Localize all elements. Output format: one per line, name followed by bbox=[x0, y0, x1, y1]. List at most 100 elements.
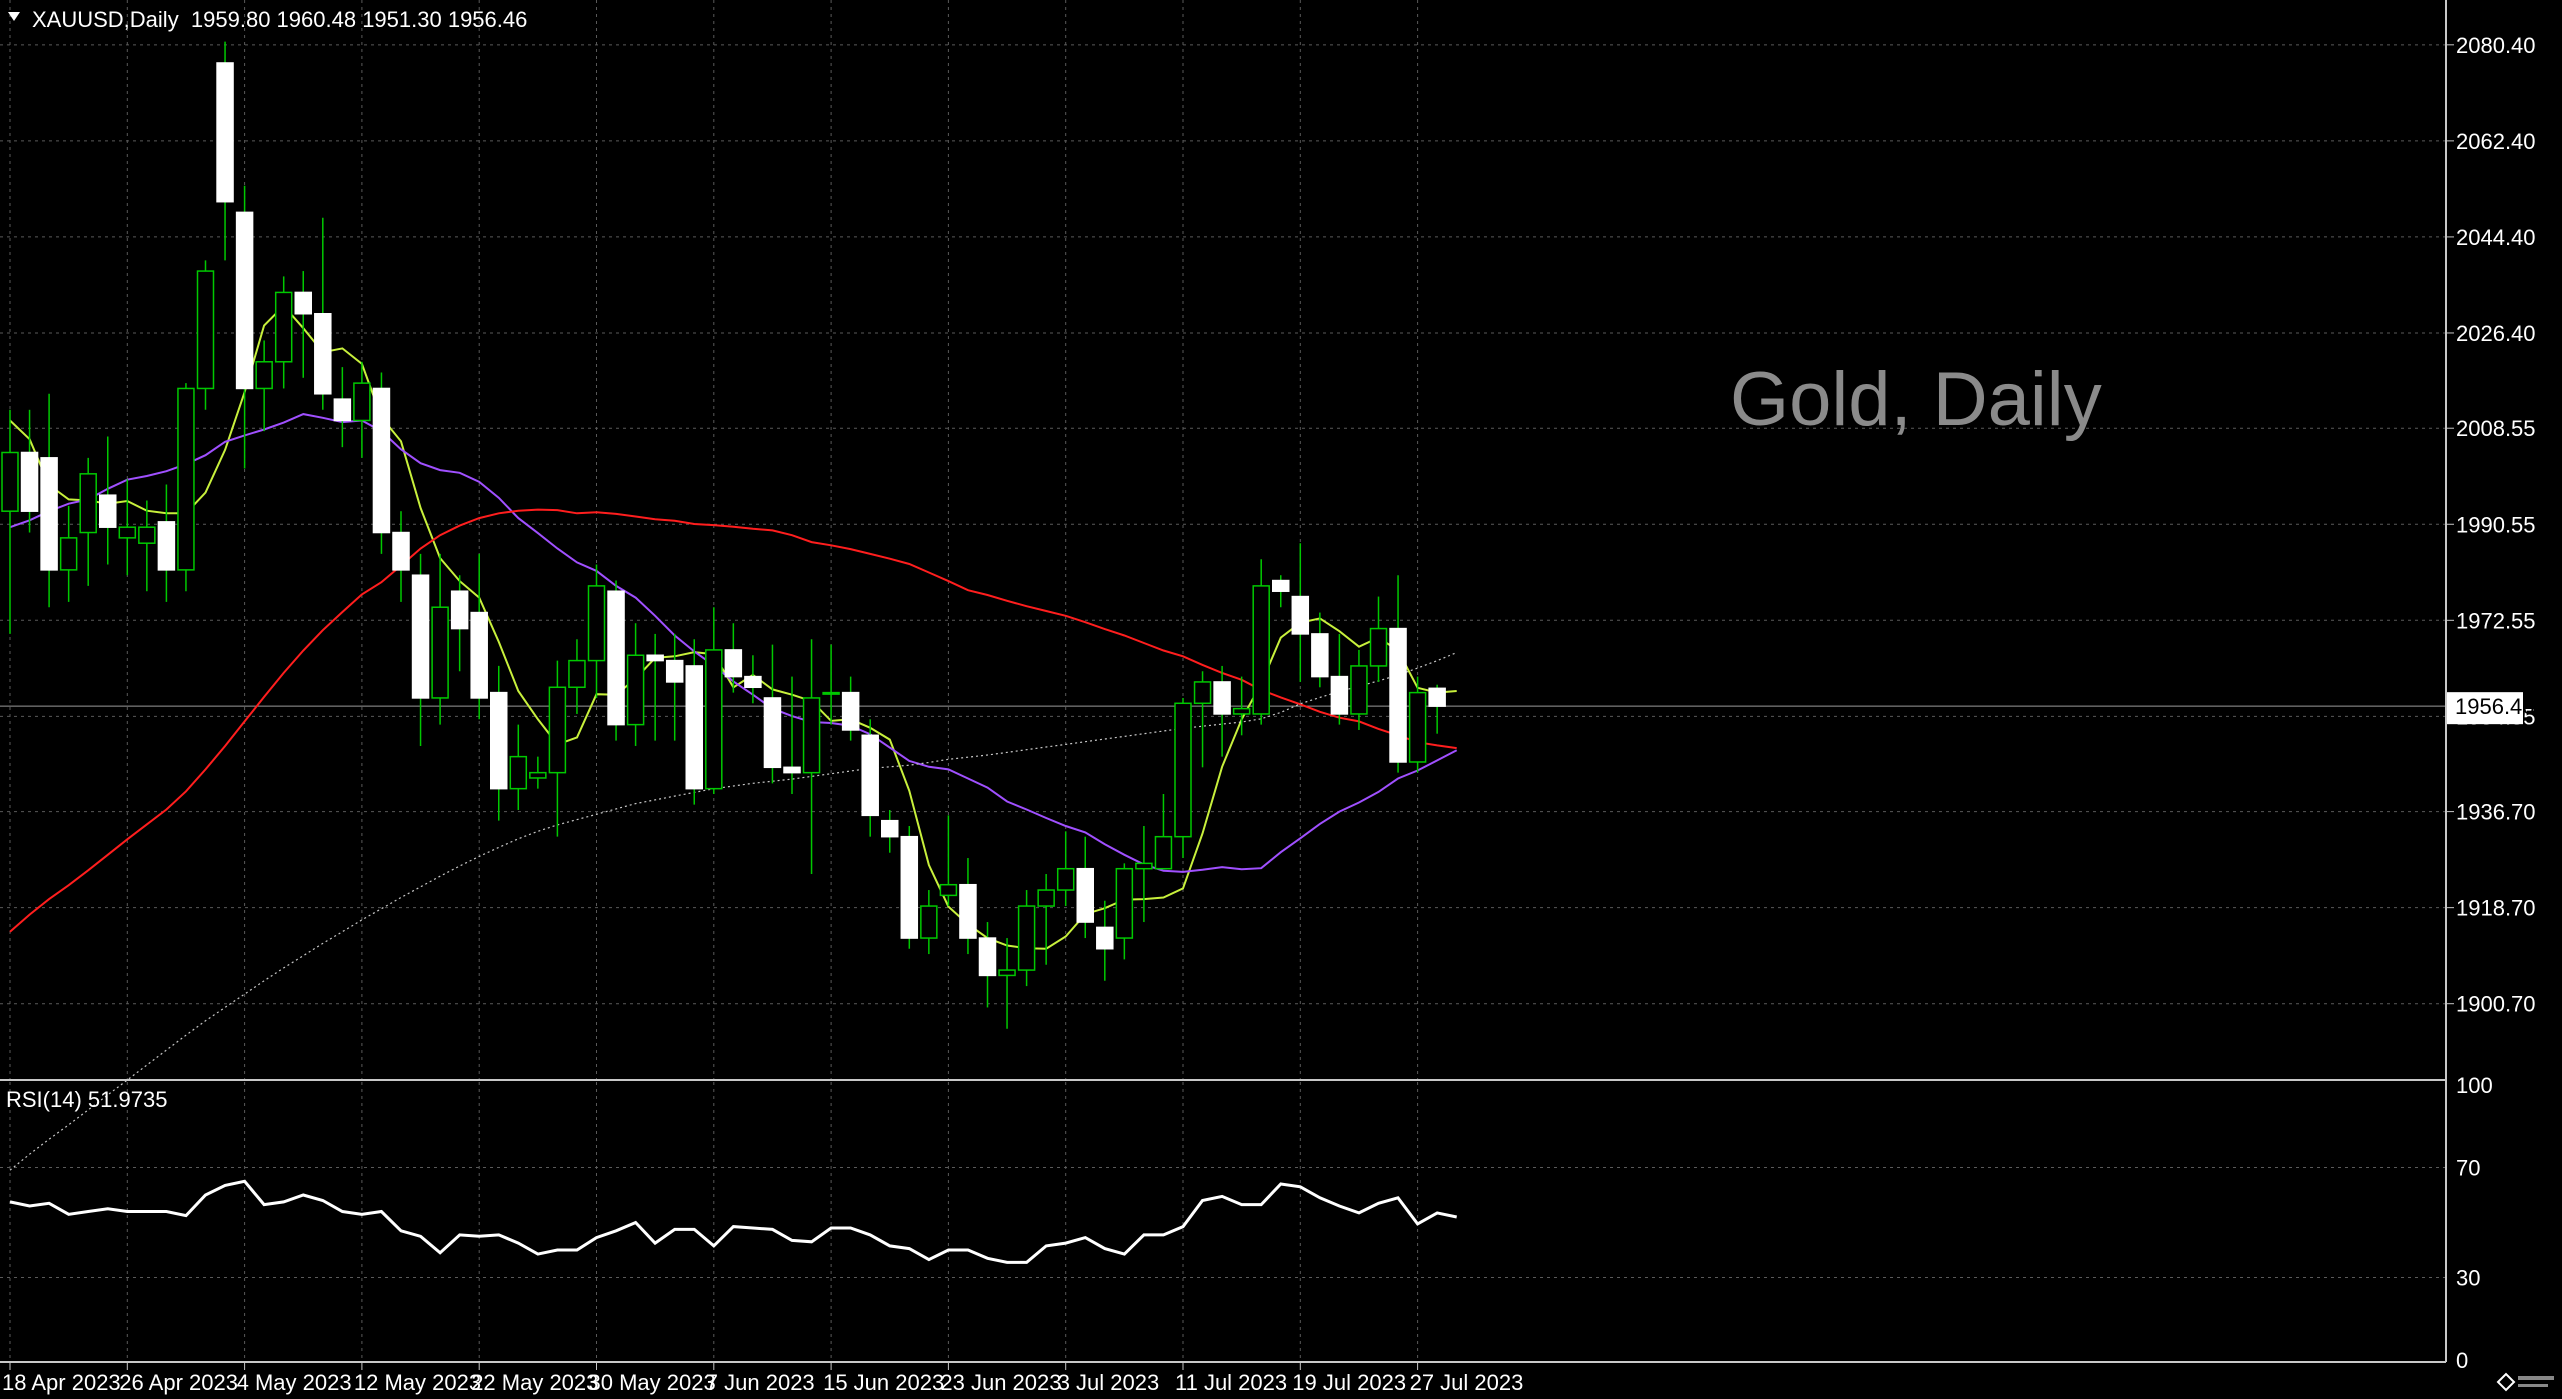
rsi-tick-label: 70 bbox=[2456, 1156, 2480, 1181]
candle bbox=[587, 564, 606, 698]
candle-body-bear bbox=[1311, 633, 1329, 678]
candle-body-bull bbox=[255, 361, 273, 390]
rsi-tick-label: 30 bbox=[2456, 1266, 2480, 1291]
candle-body-bear bbox=[20, 451, 39, 512]
candle-body-bear bbox=[724, 649, 743, 678]
candle-body-bull bbox=[1193, 681, 1212, 705]
rsi-line bbox=[9, 1179, 1458, 1264]
candle bbox=[646, 633, 664, 741]
candle bbox=[99, 436, 117, 565]
candle-body-bear bbox=[665, 659, 684, 683]
candle-body-bull bbox=[59, 537, 78, 571]
candle-body-bear bbox=[1428, 687, 1446, 707]
candle bbox=[59, 505, 78, 602]
candle-body-bear bbox=[333, 398, 352, 422]
x-tick-label: 19 Jul 2023 bbox=[1292, 1370, 1406, 1395]
candle-body-bull bbox=[79, 473, 97, 534]
candle bbox=[1272, 575, 1290, 608]
candle bbox=[881, 810, 899, 853]
candle-body-bull bbox=[939, 883, 958, 897]
rsi-tick-label: 100 bbox=[2456, 1073, 2493, 1098]
moving-average-line bbox=[9, 652, 1457, 1171]
candle-body-bull bbox=[274, 291, 293, 363]
candle bbox=[1232, 676, 1251, 736]
candle-body-bear bbox=[450, 590, 469, 630]
candle bbox=[431, 553, 449, 725]
candle-body-bear bbox=[392, 531, 410, 571]
candle bbox=[1076, 836, 1094, 939]
candle-body-bear bbox=[294, 291, 312, 315]
current-price-tag: 1956.46 bbox=[2447, 692, 2535, 725]
candle bbox=[353, 361, 371, 458]
rsi-tick-label: 0 bbox=[2456, 1348, 2468, 1373]
candle-body-bull bbox=[118, 526, 137, 539]
candle bbox=[1408, 676, 1427, 773]
candle-body-bear bbox=[99, 494, 117, 528]
rsi-indicator bbox=[9, 1179, 1458, 1264]
candle bbox=[705, 607, 723, 794]
candle-body-bull bbox=[920, 905, 938, 939]
y-tick-label: 1918.70 bbox=[2456, 896, 2536, 921]
candle-body-bear bbox=[841, 691, 860, 731]
candle-body-bull bbox=[802, 697, 821, 774]
logo-diamond-icon bbox=[2496, 1372, 2516, 1392]
candle bbox=[216, 41, 234, 261]
candle bbox=[411, 553, 430, 746]
candle bbox=[900, 826, 919, 949]
candle-body-bear bbox=[744, 675, 762, 689]
candle-body-bull bbox=[1174, 702, 1192, 838]
candle bbox=[20, 409, 39, 533]
candle bbox=[529, 756, 547, 789]
candle bbox=[274, 276, 293, 389]
candle-body-bull bbox=[196, 270, 215, 390]
candle bbox=[1096, 900, 1114, 981]
y-tick-label: 1900.70 bbox=[2456, 992, 2536, 1017]
candle-body-bear bbox=[314, 313, 332, 395]
x-tick-label: 18 Apr 2023 bbox=[2, 1370, 121, 1395]
candle-body-bull bbox=[548, 686, 567, 774]
candle bbox=[196, 260, 215, 410]
candle bbox=[470, 553, 488, 720]
candle bbox=[939, 815, 958, 907]
current-price-label: 1956.46 bbox=[2455, 694, 2535, 719]
y-tick-label: 1990.55 bbox=[2456, 512, 2536, 537]
x-tick-label: 27 Jul 2023 bbox=[1410, 1370, 1524, 1395]
candle bbox=[1, 409, 19, 634]
candle bbox=[79, 457, 97, 586]
candle bbox=[763, 644, 782, 784]
candle bbox=[1213, 665, 1231, 757]
candle bbox=[920, 890, 938, 955]
x-tick-label: 7 Jun 2023 bbox=[706, 1370, 815, 1395]
candle bbox=[978, 922, 997, 1008]
candle-body-bull bbox=[138, 526, 156, 544]
candle bbox=[235, 185, 254, 469]
candle-body-bull bbox=[705, 649, 723, 790]
candle bbox=[744, 655, 762, 704]
candle-body-bear bbox=[1076, 867, 1094, 923]
candle-body-bull bbox=[1017, 905, 1036, 971]
candle bbox=[783, 676, 801, 794]
dropdown-triangle-icon[interactable] bbox=[8, 12, 20, 21]
candle-body-bull bbox=[1037, 889, 1055, 907]
candle bbox=[1330, 633, 1349, 725]
watermark-title: Gold, Daily bbox=[1730, 357, 2102, 442]
candle-body-bear bbox=[372, 387, 391, 534]
rsi-header: RSI(14) 51.9735 bbox=[6, 1087, 167, 1112]
candle-body-bull bbox=[1408, 691, 1427, 763]
candle-body-bull bbox=[1350, 665, 1368, 715]
candle bbox=[685, 639, 703, 805]
candle-body-bear bbox=[157, 521, 176, 571]
candle bbox=[841, 676, 860, 741]
candle-body-bear bbox=[607, 590, 625, 726]
candle-body-bull bbox=[1232, 707, 1251, 715]
candle-body-bull bbox=[822, 691, 840, 695]
candle bbox=[392, 511, 410, 602]
candle bbox=[568, 639, 586, 714]
candle bbox=[1428, 684, 1446, 734]
candle bbox=[1311, 612, 1329, 688]
candle bbox=[665, 633, 684, 741]
candle-body-bull bbox=[1135, 862, 1153, 870]
x-tick-label: 22 May 2023 bbox=[471, 1370, 598, 1395]
